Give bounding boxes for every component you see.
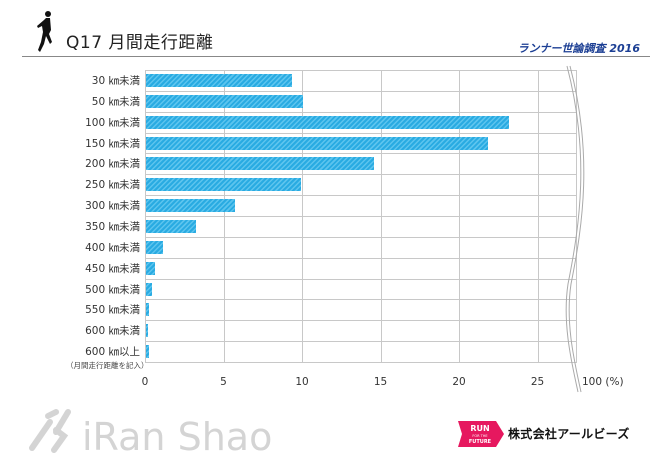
bar (146, 219, 197, 233)
x-axis-tick: 15 (373, 376, 388, 388)
y-axis-label: 300 ㎞未満 (85, 200, 140, 213)
x-axis-tick: 25 (530, 376, 545, 388)
y-axis-label: 350 ㎞未満 (85, 220, 140, 233)
bar (146, 74, 292, 87)
bar (146, 345, 150, 359)
x-axis-tick: 0 (141, 376, 149, 388)
grid-line-horizontal (145, 320, 577, 322)
grid-line-horizontal (145, 132, 577, 134)
y-axis-subnote: （月間走行距離を記入） (66, 361, 149, 370)
bar (146, 115, 509, 129)
x-axis-tick: 20 (452, 376, 466, 388)
bar (146, 157, 374, 171)
grid-line-horizontal (145, 174, 577, 176)
svg-text:FOR THE: FOR THE (472, 434, 487, 438)
bar (146, 303, 150, 317)
y-axis-label: 600 ㎞以上 (85, 346, 140, 359)
runner-icon (37, 11, 52, 52)
svg-text:FUTURE: FUTURE (469, 439, 492, 445)
y-axis-label: 200 ㎞未満 (85, 158, 140, 171)
bar-chart (145, 70, 577, 363)
watermark-logo: iRan Shao (29, 409, 272, 459)
x-axis-tick: 10 (295, 376, 309, 388)
grid-line-horizontal (145, 257, 577, 259)
y-axis-label: 450 ㎞未満 (85, 262, 140, 275)
bar (146, 94, 303, 108)
grid-line-horizontal (145, 90, 577, 92)
page-title: Q17 月間走行距離 (66, 33, 214, 53)
bar (146, 136, 489, 150)
axis-break-icon (565, 65, 585, 393)
grid-line-horizontal (145, 341, 577, 343)
bar (146, 282, 153, 296)
svg-text:RUN: RUN (470, 424, 489, 433)
grid-line-horizontal (145, 236, 577, 238)
survey-label: ランナー世論調査 2016 (517, 42, 640, 55)
company-name: 株式会社アールビーズ (508, 427, 630, 441)
y-axis-label: 550 ㎞未満 (85, 304, 140, 317)
grid-line-horizontal (145, 111, 577, 113)
bar (146, 240, 164, 254)
y-axis-label: 250 ㎞未満 (85, 179, 140, 192)
x-axis-max-label: 100 (%) (582, 376, 624, 388)
bar (146, 324, 148, 338)
y-axis-label: 500 ㎞未満 (85, 283, 140, 296)
grid-line-horizontal (145, 361, 577, 363)
bar (146, 261, 156, 275)
svg-text:iRan Shao: iRan Shao (82, 415, 272, 459)
y-axis-label: 30 ㎞未満 (91, 75, 140, 87)
x-axis-tick: 5 (220, 376, 227, 388)
y-axis-label: 100 ㎞未満 (85, 116, 140, 129)
grid-line-horizontal (145, 195, 577, 197)
header-divider (22, 56, 650, 57)
grid-line-horizontal (145, 278, 577, 280)
y-axis-label: 150 ㎞未満 (85, 137, 140, 150)
grid-line-horizontal (145, 215, 577, 217)
y-axis-label: 400 ㎞未満 (85, 241, 140, 254)
run-for-the-future-logo: RUN FOR THE FUTURE (458, 421, 504, 447)
grid-line-horizontal (145, 153, 577, 155)
grid-line-horizontal (145, 70, 577, 71)
y-axis-label: 600 ㎞未満 (85, 325, 140, 338)
bar (146, 199, 236, 213)
grid-line-horizontal (145, 299, 577, 301)
bar (146, 178, 302, 192)
y-axis-label: 50 ㎞未満 (91, 95, 140, 108)
